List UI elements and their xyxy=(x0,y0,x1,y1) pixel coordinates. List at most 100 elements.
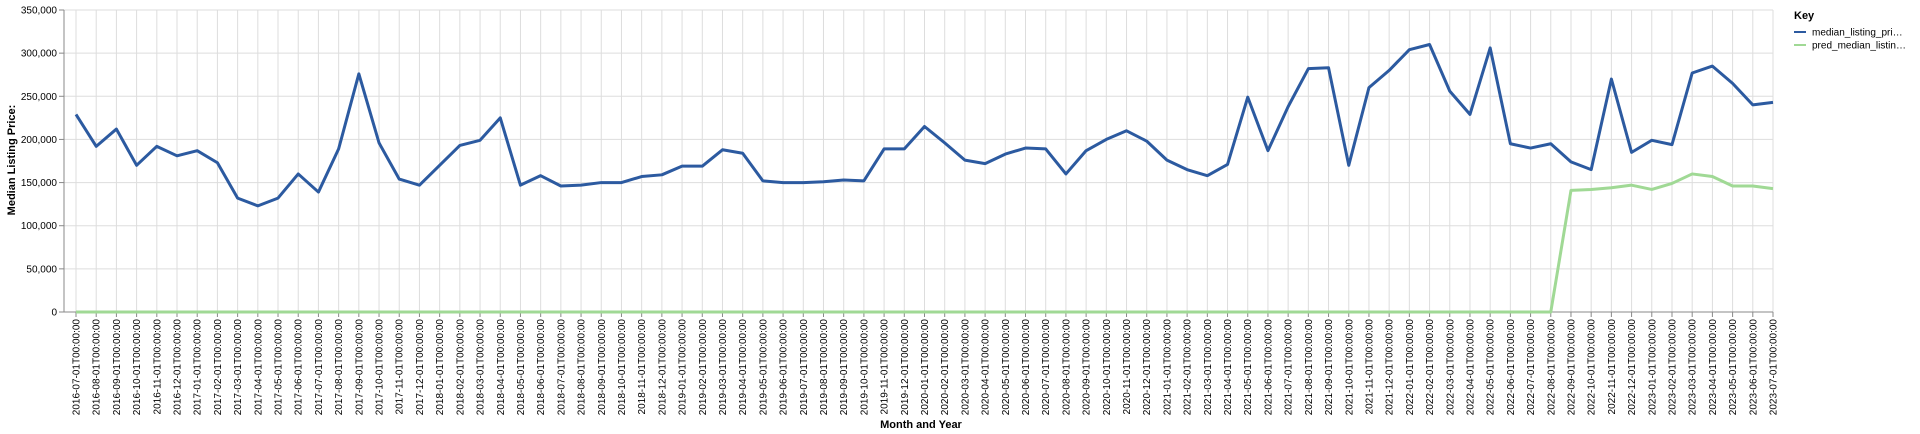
x-tick-label: 2020-05-01T00:00:00 xyxy=(1001,319,1012,416)
x-tick-label: 2017-08-01T00:00:00 xyxy=(334,319,345,416)
x-tick-label: 2021-12-01T00:00:00 xyxy=(1385,319,1396,416)
y-axis-ticks: 0 50,000 100,000 150,000 200,000 250,000 300,0… xyxy=(21,6,64,319)
x-tick-label: 2023-03-01T00:00:00 xyxy=(1688,319,1699,416)
x-tick-label: 2021-03-01T00:00:00 xyxy=(1203,319,1214,416)
x-tick-label: 2019-05-01T00:00:00 xyxy=(758,319,769,416)
x-tick-label: 2018-03-01T00:00:00 xyxy=(476,319,487,416)
x-tick-label: 2022-02-01T00:00:00 xyxy=(1425,319,1436,416)
x-tick-label: 2020-08-01T00:00:00 xyxy=(1061,319,1072,416)
y-tick-label: 100,000 xyxy=(21,221,58,232)
x-tick-label: 2021-02-01T00:00:00 xyxy=(1183,319,1194,416)
x-tick-label: 2018-11-01T00:00:00 xyxy=(637,319,648,415)
x-tick-label: 2022-03-01T00:00:00 xyxy=(1445,319,1456,416)
y-tick-label: 350,000 xyxy=(21,6,58,17)
x-tick-label: 2019-09-01T00:00:00 xyxy=(839,319,850,416)
x-tick-label: 2019-06-01T00:00:00 xyxy=(779,319,790,416)
gridlines xyxy=(64,9,1774,313)
x-tick-label: 2021-05-01T00:00:00 xyxy=(1243,319,1254,416)
x-tick-label: 2018-05-01T00:00:00 xyxy=(516,319,527,416)
x-tick-label: 2022-04-01T00:00:00 xyxy=(1465,319,1476,416)
x-tick-label: 2023-04-01T00:00:00 xyxy=(1708,319,1719,416)
x-tick-label: 2019-11-01T00:00:00 xyxy=(880,319,891,415)
x-tick-label: 2017-05-01T00:00:00 xyxy=(274,319,285,416)
x-tick-label: 2018-02-01T00:00:00 xyxy=(455,319,466,416)
x-tick-label: 2018-09-01T00:00:00 xyxy=(597,319,608,416)
x-tick-label: 2022-10-01T00:00:00 xyxy=(1587,319,1598,416)
x-tick-label: 2016-07-01T00:00:00 xyxy=(72,319,83,416)
x-tick-label: 2020-11-01T00:00:00 xyxy=(1122,319,1133,415)
y-tick-label: 150,000 xyxy=(21,178,58,189)
x-tick-label: 2016-12-01T00:00:00 xyxy=(173,319,184,416)
x-tick-label: 2018-01-01T00:00:00 xyxy=(435,319,446,416)
x-tick-label: 2021-01-01T00:00:00 xyxy=(1162,319,1173,416)
x-tick-label: 2021-11-01T00:00:00 xyxy=(1364,319,1375,415)
x-tick-label: 2022-01-01T00:00:00 xyxy=(1405,319,1416,416)
x-tick-label: 2022-11-01T00:00:00 xyxy=(1607,319,1618,415)
x-tick-label: 2020-01-01T00:00:00 xyxy=(920,319,931,416)
legend-title: Key xyxy=(1794,10,1815,22)
x-tick-label: 2020-07-01T00:00:00 xyxy=(1041,319,1052,416)
x-tick-label: 2017-04-01T00:00:00 xyxy=(253,319,264,416)
x-tick-label: 2017-11-01T00:00:00 xyxy=(395,319,406,415)
x-tick-label: 2020-06-01T00:00:00 xyxy=(1021,319,1032,416)
x-tick-label: 2023-01-01T00:00:00 xyxy=(1647,319,1658,416)
x-tick-label: 2022-05-01T00:00:00 xyxy=(1486,319,1497,416)
x-tick-label: 2019-02-01T00:00:00 xyxy=(698,319,709,416)
x-tick-label: 2023-07-01T00:00:00 xyxy=(1769,319,1780,416)
x-tick-label: 2018-12-01T00:00:00 xyxy=(657,319,668,416)
x-tick-label: 2021-10-01T00:00:00 xyxy=(1344,319,1355,416)
x-tick-label: 2021-06-01T00:00:00 xyxy=(1263,319,1274,416)
x-tick-label: 2017-10-01T00:00:00 xyxy=(375,319,386,416)
x-tick-label: 2023-06-01T00:00:00 xyxy=(1748,319,1759,416)
x-tick-label: 2023-02-01T00:00:00 xyxy=(1667,319,1678,416)
x-tick-label: 2019-10-01T00:00:00 xyxy=(859,319,870,416)
y-tick-label: 250,000 xyxy=(21,92,58,103)
x-tick-label: 2016-11-01T00:00:00 xyxy=(152,319,163,415)
x-tick-label: 2016-08-01T00:00:00 xyxy=(92,319,103,416)
x-tick-label: 2020-03-01T00:00:00 xyxy=(960,319,971,416)
x-tick-label: 2022-08-01T00:00:00 xyxy=(1546,319,1557,416)
x-axis-ticks: 2016-07-01T00:00:00 2016-08-01T00:00:00 20… xyxy=(72,312,1780,415)
x-tick-label: 2017-09-01T00:00:00 xyxy=(354,319,365,416)
legend: Key median_listing_pri… pred_median_listi… xyxy=(1794,10,1906,52)
x-tick-label: 2017-02-01T00:00:00 xyxy=(213,319,224,416)
x-tick-label: 2019-03-01T00:00:00 xyxy=(718,319,729,416)
x-tick-label: 2018-07-01T00:00:00 xyxy=(556,319,567,416)
x-tick-label: 2017-07-01T00:00:00 xyxy=(314,319,325,416)
x-tick-label: 2022-09-01T00:00:00 xyxy=(1566,319,1577,416)
legend-entry: median_listing_pri… xyxy=(1812,28,1903,39)
x-tick-label: 2017-03-01T00:00:00 xyxy=(233,319,244,416)
x-tick-label: 2021-09-01T00:00:00 xyxy=(1324,319,1335,416)
x-tick-label: 2021-08-01T00:00:00 xyxy=(1304,319,1315,416)
x-tick-label: 2018-04-01T00:00:00 xyxy=(496,319,507,416)
x-tick-label: 2018-08-01T00:00:00 xyxy=(577,319,588,416)
x-tick-label: 2017-12-01T00:00:00 xyxy=(415,319,426,416)
x-tick-label: 2016-09-01T00:00:00 xyxy=(112,319,123,416)
x-tick-label: 2020-09-01T00:00:00 xyxy=(1082,319,1093,416)
x-tick-label: 2019-04-01T00:00:00 xyxy=(738,319,749,416)
series-line xyxy=(74,43,1774,208)
x-tick-label: 2019-07-01T00:00:00 xyxy=(799,319,810,416)
y-tick-label: 200,000 xyxy=(21,135,58,146)
x-tick-label: 2019-08-01T00:00:00 xyxy=(819,319,830,416)
x-axis-title: Month and Year xyxy=(880,419,962,431)
y-tick-label: 0 xyxy=(51,308,57,319)
x-tick-label: 2021-07-01T00:00:00 xyxy=(1284,319,1295,416)
x-tick-label: 2017-06-01T00:00:00 xyxy=(294,319,305,416)
x-tick-label: 2018-06-01T00:00:00 xyxy=(536,319,547,416)
x-tick-label: 2019-01-01T00:00:00 xyxy=(678,319,689,416)
y-tick-label: 50,000 xyxy=(26,264,57,275)
x-tick-label: 2022-06-01T00:00:00 xyxy=(1506,319,1517,416)
x-tick-label: 2022-07-01T00:00:00 xyxy=(1526,319,1537,416)
x-tick-label: 2020-12-01T00:00:00 xyxy=(1142,319,1153,416)
legend-entry: pred_median_listin… xyxy=(1812,41,1906,52)
x-tick-label: 2022-12-01T00:00:00 xyxy=(1627,319,1638,416)
y-axis-title: Median Listing Price: xyxy=(6,105,18,216)
x-tick-label: 2020-02-01T00:00:00 xyxy=(940,319,951,416)
x-tick-label: 2021-04-01T00:00:00 xyxy=(1223,319,1234,416)
x-tick-label: 2016-10-01T00:00:00 xyxy=(132,319,143,416)
y-tick-label: 300,000 xyxy=(21,49,58,60)
series-lines xyxy=(74,43,1774,314)
x-tick-label: 2018-10-01T00:00:00 xyxy=(617,319,628,416)
